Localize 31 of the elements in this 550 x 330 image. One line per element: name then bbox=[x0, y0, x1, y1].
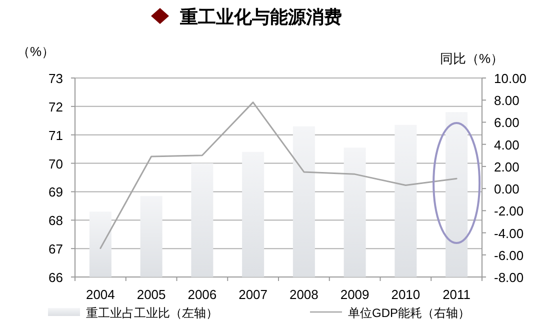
y-tick-label: 67 bbox=[48, 242, 63, 257]
x-tick-label: 2004 bbox=[86, 287, 115, 302]
y2-axis-title: 同比（%） bbox=[440, 51, 504, 66]
y2-tick-label: 0.00 bbox=[494, 182, 520, 197]
y2-tick-label: -4.00 bbox=[494, 226, 524, 241]
legend-label: 单位GDP能耗（右轴） bbox=[348, 306, 470, 320]
x-tick-label: 2010 bbox=[391, 287, 420, 302]
y2-tick-label: 6.00 bbox=[494, 115, 520, 130]
y2-tick-label: 2.00 bbox=[494, 159, 520, 174]
y-tick-label: 70 bbox=[48, 156, 63, 172]
x-tick-label: 2006 bbox=[188, 287, 217, 302]
y-tick-label: 69 bbox=[48, 184, 63, 200]
y-tick-label: 66 bbox=[48, 270, 63, 285]
y-tick-label: 72 bbox=[48, 99, 63, 114]
y2-tick-label: -6.00 bbox=[494, 248, 524, 263]
x-tick-label: 2007 bbox=[238, 287, 268, 302]
y-tick-label: 73 bbox=[48, 71, 63, 86]
x-tick-label: 2009 bbox=[340, 287, 370, 302]
y2-tick-label: 10.00 bbox=[494, 71, 527, 86]
x-tick-label: 2005 bbox=[136, 287, 166, 302]
y-axis-title: （%） bbox=[17, 44, 55, 59]
y2-tick-label: 4.00 bbox=[494, 137, 520, 152]
y2-tick-label: -8.00 bbox=[494, 270, 524, 285]
x-tick-label: 2008 bbox=[289, 287, 318, 302]
x-tick-label: 2011 bbox=[442, 287, 471, 302]
y-tick-label: 71 bbox=[48, 128, 63, 143]
y2-tick-label: -2.00 bbox=[494, 204, 524, 219]
legend-label: 重工业占工业比（左轴） bbox=[86, 306, 218, 320]
chart-title: 重工业化与能源消费 bbox=[179, 7, 342, 27]
y-tick-label: 68 bbox=[48, 213, 63, 228]
y2-tick-label: 8.00 bbox=[494, 93, 520, 108]
